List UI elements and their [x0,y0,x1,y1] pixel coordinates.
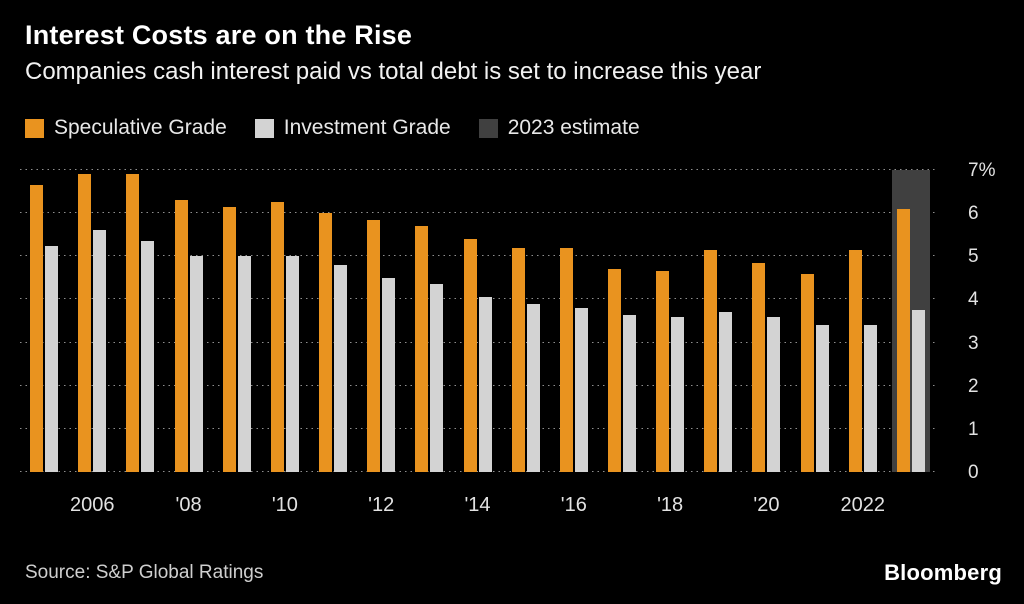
legend-item-estimate-2023: 2023 estimate [478,116,640,140]
legend-item-investment-grade: Investment Grade [254,116,451,140]
gridline-6 [20,212,935,214]
bar-speculative-2010 [270,202,284,472]
bar-investment-2016 [574,308,588,472]
bar-investment-2006 [93,230,107,472]
bar-speculative-2007 [126,174,140,472]
gridline-2 [20,384,935,386]
legend: Speculative Grade Investment Grade 2023 es… [25,116,640,140]
y-tick-label-7: 7% [968,160,996,181]
bar-investment-2014 [478,297,492,472]
x-tick-label-2022: 2022 [840,494,886,516]
gridline-4 [20,298,935,300]
bar-speculative-2008 [174,200,188,472]
bar-investment-2005 [45,245,59,472]
legend-swatch-estimate-2023 [478,118,498,138]
gridline-0 [20,471,935,472]
bar-speculative-2005 [30,185,44,472]
y-tick-label-5: 5 [968,246,979,268]
x-axis-labels: 2006 '08 '10 '12 '14 '16 '18 '20 2022 [20,494,935,520]
legend-item-speculative-grade: Speculative Grade [25,116,227,140]
y-tick-label-6: 6 [968,203,979,225]
bar-speculative-2015 [511,247,525,472]
bar-speculative-2009 [222,206,236,472]
y-tick-label-1: 1 [968,418,979,440]
bloomberg-logo: Bloomberg [884,560,1002,585]
bar-speculative-2013 [415,226,429,472]
y-axis-labels: 7% 6 5 4 3 2 1 0 [968,161,1024,482]
bar-speculative-2011 [319,213,333,472]
bar-investment-2022 [863,325,877,472]
bar-investment-2023 [911,310,925,472]
x-tick-label-2018: '18 [657,494,684,516]
y-tick-label-0: 0 [968,462,979,483]
bar-speculative-2006 [78,174,92,472]
bar-speculative-2022 [848,249,862,472]
x-tick-label-2006: 2006 [69,494,115,516]
chart-title: Interest Costs are on the Rise [25,20,413,50]
source-text: Source: S&P Global Ratings [25,562,264,583]
bar-speculative-2021 [800,273,814,472]
y-tick-label-4: 4 [968,289,979,311]
x-tick-label-2014: '14 [464,494,491,516]
legend-label-investment-grade: Investment Grade [283,116,451,139]
x-tick-label-2008: '08 [175,494,202,516]
chart-subtitle: Companies cash interest paid vs total de… [25,58,762,85]
y-tick-label-3: 3 [968,332,979,354]
bar-speculative-2023 [896,208,910,472]
x-tick-label-2016: '16 [560,494,587,516]
bar-investment-2017 [622,314,636,472]
y-tick-label-2: 2 [968,375,979,397]
bar-investment-2015 [526,303,540,472]
bar-investment-2011 [334,264,348,472]
bar-investment-2007 [141,241,155,472]
x-tick-label-2012: '12 [368,494,395,516]
bar-speculative-2017 [607,269,621,472]
legend-swatch-investment-grade [254,118,274,138]
legend-swatch-speculative-grade [25,118,44,138]
bar-investment-2010 [285,256,299,472]
bar-investment-2021 [815,325,829,472]
gridline-5 [20,255,935,257]
x-tick-label-2020: '20 [753,494,780,516]
legend-label-speculative-grade: Speculative Grade [54,116,227,139]
bar-investment-2008 [189,256,203,472]
bar-speculative-2020 [752,262,766,472]
legend-label-estimate-2023: 2023 estimate [507,116,640,139]
x-tick-label-2010: '10 [271,494,298,516]
gridline-7 [20,169,935,170]
bar-investment-2020 [767,316,781,472]
bar-investment-2018 [671,316,685,472]
plot-area [20,169,935,472]
gridline-1 [20,427,935,429]
bar-investment-2013 [430,284,444,472]
bar-speculative-2018 [656,271,670,472]
gridline-3 [20,341,935,343]
bar-investment-2012 [382,277,396,472]
bar-speculative-2019 [704,249,718,472]
bar-speculative-2016 [559,247,573,472]
bar-speculative-2014 [463,239,477,472]
bar-speculative-2012 [367,219,381,472]
bar-investment-2009 [237,256,251,472]
bar-investment-2019 [719,312,733,472]
